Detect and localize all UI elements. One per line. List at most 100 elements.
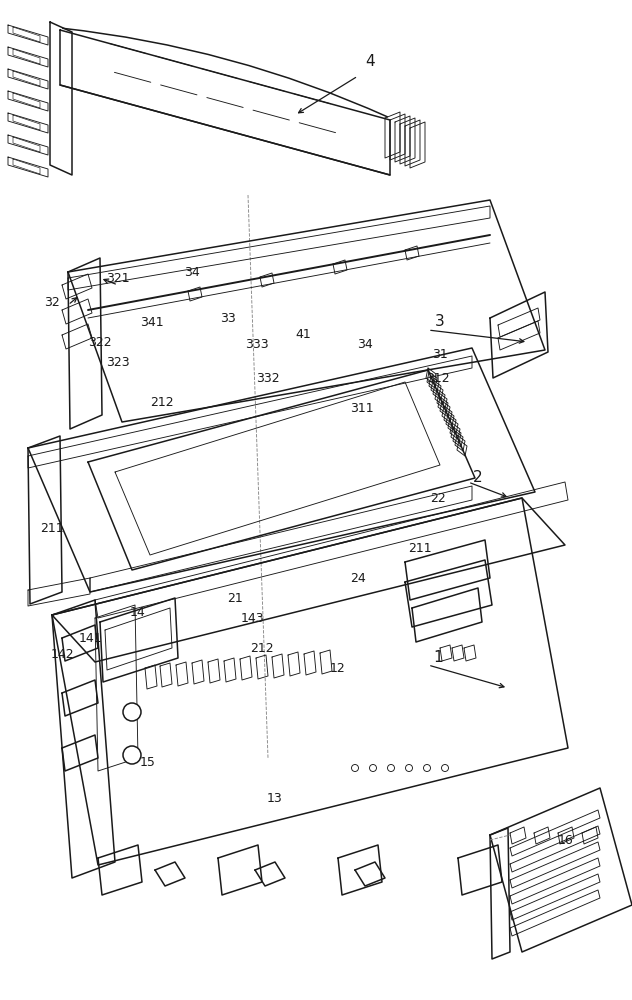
Text: 321: 321 bbox=[106, 271, 130, 284]
Polygon shape bbox=[8, 69, 48, 89]
Polygon shape bbox=[440, 401, 450, 417]
Polygon shape bbox=[224, 658, 236, 682]
Polygon shape bbox=[320, 650, 332, 674]
Text: 15: 15 bbox=[140, 756, 156, 768]
Polygon shape bbox=[192, 660, 204, 684]
Polygon shape bbox=[28, 348, 535, 592]
Polygon shape bbox=[446, 414, 456, 430]
Text: 2: 2 bbox=[473, 471, 483, 486]
Circle shape bbox=[423, 764, 430, 772]
Circle shape bbox=[123, 746, 141, 764]
Polygon shape bbox=[62, 625, 98, 661]
Text: 21: 21 bbox=[227, 591, 243, 604]
Text: 332: 332 bbox=[256, 371, 280, 384]
Polygon shape bbox=[490, 292, 548, 378]
Polygon shape bbox=[455, 435, 465, 451]
Polygon shape bbox=[62, 680, 98, 716]
Polygon shape bbox=[405, 540, 490, 600]
Polygon shape bbox=[453, 431, 463, 447]
Polygon shape bbox=[458, 845, 502, 895]
Polygon shape bbox=[442, 406, 452, 422]
Text: 22: 22 bbox=[430, 491, 446, 504]
Polygon shape bbox=[62, 735, 98, 771]
Circle shape bbox=[351, 764, 358, 772]
Text: 1: 1 bbox=[433, 650, 443, 666]
Polygon shape bbox=[431, 380, 441, 396]
Text: 3: 3 bbox=[435, 314, 445, 330]
Polygon shape bbox=[52, 498, 568, 865]
Circle shape bbox=[123, 703, 141, 721]
Polygon shape bbox=[450, 423, 460, 439]
Polygon shape bbox=[405, 560, 492, 627]
Text: 211: 211 bbox=[40, 522, 64, 534]
Polygon shape bbox=[435, 389, 445, 405]
Polygon shape bbox=[385, 112, 400, 158]
Polygon shape bbox=[68, 200, 545, 422]
Text: 323: 323 bbox=[106, 356, 130, 368]
Polygon shape bbox=[256, 655, 268, 679]
Polygon shape bbox=[400, 118, 415, 164]
Polygon shape bbox=[437, 393, 447, 409]
Polygon shape bbox=[490, 788, 632, 952]
Text: 142: 142 bbox=[50, 648, 74, 662]
Polygon shape bbox=[8, 135, 48, 155]
Text: 4: 4 bbox=[365, 54, 375, 70]
Text: 341: 341 bbox=[140, 316, 164, 328]
Polygon shape bbox=[457, 440, 467, 456]
Circle shape bbox=[370, 764, 377, 772]
Text: 16: 16 bbox=[558, 834, 574, 846]
Polygon shape bbox=[145, 665, 157, 689]
Polygon shape bbox=[28, 436, 62, 604]
Polygon shape bbox=[444, 410, 454, 426]
Polygon shape bbox=[8, 25, 48, 45]
Text: 311: 311 bbox=[350, 401, 374, 414]
Polygon shape bbox=[272, 654, 284, 678]
Polygon shape bbox=[8, 157, 48, 177]
Polygon shape bbox=[405, 120, 420, 166]
Text: 31: 31 bbox=[432, 349, 448, 361]
Text: 141: 141 bbox=[78, 632, 102, 645]
Polygon shape bbox=[429, 376, 439, 392]
Text: 32: 32 bbox=[44, 296, 60, 308]
Polygon shape bbox=[8, 113, 48, 133]
Text: 34: 34 bbox=[357, 338, 373, 352]
Polygon shape bbox=[52, 600, 115, 878]
Text: 14: 14 bbox=[130, 605, 146, 618]
Polygon shape bbox=[426, 368, 436, 384]
Polygon shape bbox=[68, 258, 102, 429]
Circle shape bbox=[387, 764, 394, 772]
Polygon shape bbox=[98, 845, 142, 895]
Text: 33: 33 bbox=[220, 312, 236, 324]
Text: 322: 322 bbox=[88, 336, 112, 349]
Polygon shape bbox=[390, 114, 405, 160]
Polygon shape bbox=[160, 663, 172, 687]
Polygon shape bbox=[338, 845, 382, 895]
Polygon shape bbox=[433, 384, 443, 400]
Polygon shape bbox=[208, 659, 220, 683]
Polygon shape bbox=[60, 30, 390, 175]
Polygon shape bbox=[438, 397, 448, 413]
Text: 312: 312 bbox=[426, 371, 450, 384]
Text: 41: 41 bbox=[295, 328, 311, 342]
Text: 12: 12 bbox=[330, 662, 346, 674]
Polygon shape bbox=[395, 116, 410, 162]
Polygon shape bbox=[304, 651, 316, 675]
Text: 143: 143 bbox=[240, 611, 264, 624]
Polygon shape bbox=[448, 418, 458, 434]
Text: 13: 13 bbox=[267, 792, 283, 804]
Polygon shape bbox=[8, 91, 48, 111]
Text: 34: 34 bbox=[184, 265, 200, 278]
Polygon shape bbox=[218, 845, 262, 895]
Polygon shape bbox=[8, 47, 48, 67]
Text: 212: 212 bbox=[150, 395, 174, 408]
Text: 333: 333 bbox=[245, 338, 269, 352]
Polygon shape bbox=[451, 427, 461, 443]
Polygon shape bbox=[240, 656, 252, 680]
Polygon shape bbox=[427, 372, 437, 388]
Circle shape bbox=[442, 764, 449, 772]
Polygon shape bbox=[410, 122, 425, 168]
Text: 211: 211 bbox=[408, 542, 432, 554]
Circle shape bbox=[406, 764, 413, 772]
Text: 212: 212 bbox=[250, 642, 274, 654]
Polygon shape bbox=[490, 828, 510, 959]
